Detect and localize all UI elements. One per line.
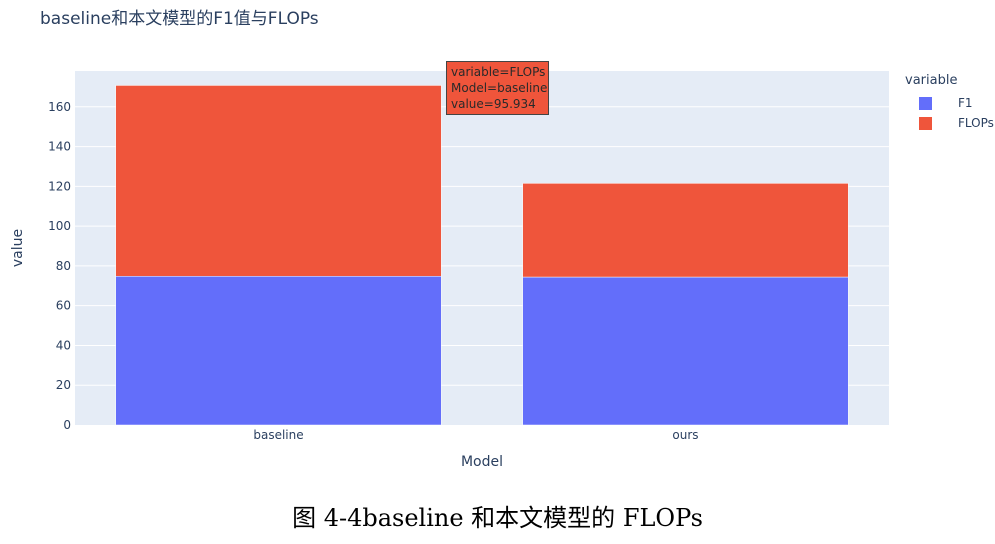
y-tick-label: 140	[48, 140, 71, 154]
legend: variable F1 FLOPs	[905, 73, 994, 133]
y-axis-label: value	[10, 229, 26, 267]
tooltip-line: variable=FLOPs	[451, 65, 546, 79]
legend-label-flops: FLOPs	[958, 116, 994, 130]
y-tick-label: 60	[56, 299, 71, 313]
y-tick-label: 100	[48, 219, 71, 233]
x-axis-label: Model	[461, 454, 503, 470]
chart-title: baseline和本文模型的F1值与FLOPs	[40, 9, 319, 29]
hover-tooltip: variable=FLOPs Model=baseline value=95.9…	[446, 61, 549, 115]
bar-flops-baseline[interactable]	[115, 85, 442, 277]
y-tick-labels: 0 20 40 60 80 100 120 140 160	[48, 100, 71, 432]
x-tick-label: baseline	[253, 428, 303, 442]
tooltip-line: value=95.934	[451, 97, 536, 111]
y-tick-label: 160	[48, 100, 71, 114]
legend-label-f1: F1	[958, 96, 973, 110]
legend-swatch-flops	[919, 116, 932, 130]
y-tick-label: 40	[56, 338, 71, 352]
bar-flops-ours[interactable]	[522, 183, 849, 278]
bar-f1-ours[interactable]	[522, 276, 849, 426]
legend-swatch-f1	[919, 96, 932, 110]
y-tick-label: 20	[56, 378, 71, 392]
x-tick-labels: baseline ours	[253, 428, 698, 442]
x-tick-label: ours	[672, 428, 698, 442]
bar-f1-baseline[interactable]	[115, 275, 442, 426]
figure-caption: 图 4-4baseline 和本文模型的 FLOPs	[292, 504, 703, 532]
chart: 0 20 40 60 80 100 120 140 160 baseline ours Model…	[10, 71, 889, 470]
legend-item-f1[interactable]: F1	[905, 93, 994, 113]
legend-item-flops[interactable]: FLOPs	[905, 113, 994, 133]
bars[interactable]	[115, 85, 849, 426]
y-tick-label: 80	[56, 259, 71, 273]
legend-title: variable	[905, 73, 958, 88]
y-tick-label: 0	[63, 418, 71, 432]
y-tick-label: 120	[48, 179, 71, 193]
tooltip-line: Model=baseline	[451, 81, 548, 95]
